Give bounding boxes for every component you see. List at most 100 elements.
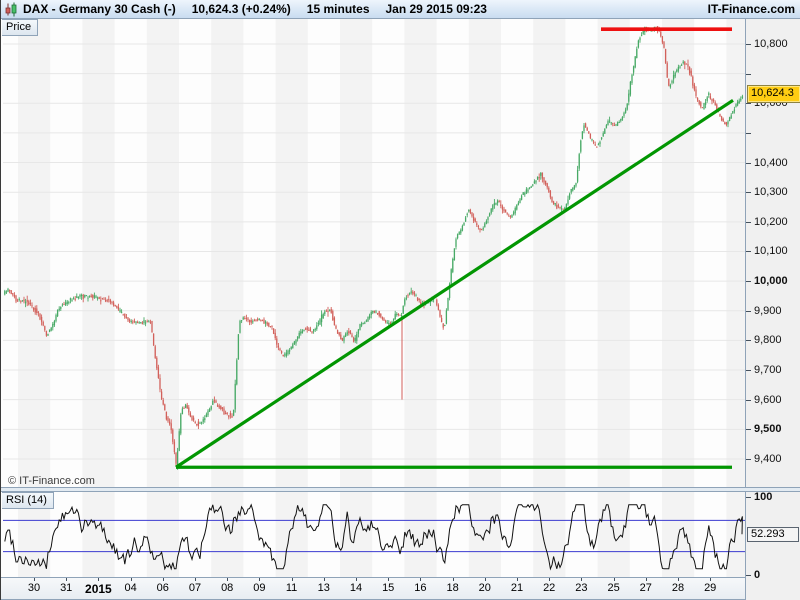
candle-body <box>504 209 507 213</box>
candle-body <box>7 288 9 292</box>
candle-body <box>191 415 193 421</box>
tab-rsi[interactable]: RSI (14) <box>2 492 54 509</box>
candle-body <box>37 311 40 313</box>
candle-body <box>95 296 97 298</box>
candle-body <box>103 298 105 300</box>
x-axis-label: 13 <box>317 582 330 594</box>
candle-body <box>532 184 534 186</box>
y-tick <box>746 497 751 498</box>
candle-body <box>727 121 729 125</box>
candle-body <box>85 295 88 297</box>
candle-body <box>551 196 553 203</box>
candle-body <box>501 206 504 210</box>
candle-body <box>136 322 139 324</box>
panel-separator[interactable] <box>1 487 800 492</box>
candle-body <box>256 319 259 321</box>
candle-body <box>112 302 115 306</box>
candle-body <box>605 125 608 129</box>
candle-body <box>88 295 91 297</box>
candle-body <box>10 290 12 294</box>
candle-body <box>31 305 33 307</box>
tab-price[interactable]: Price <box>2 19 39 36</box>
day-band <box>468 19 501 487</box>
candle-body <box>261 320 264 322</box>
candle-body <box>608 120 611 122</box>
candle-body <box>637 40 640 48</box>
candle-body <box>92 294 94 299</box>
x-axis-label: 14 <box>349 582 363 594</box>
candle-body <box>167 417 169 422</box>
y-axis: 10,624.3 52.293 10,800 10,400 10,300 10,200… <box>745 19 800 600</box>
x-axis-label: 07 <box>188 582 202 594</box>
candle-body <box>52 324 54 328</box>
candle-body <box>106 300 108 302</box>
candle-body <box>474 218 476 222</box>
candle-body <box>508 215 510 217</box>
candle-body <box>576 169 579 182</box>
candle-body <box>66 301 68 304</box>
candle-body <box>565 203 568 209</box>
candle-body <box>338 332 340 335</box>
day-band <box>597 19 630 487</box>
candle-body <box>45 331 48 336</box>
candle-body <box>674 72 676 77</box>
candle-body <box>530 186 532 188</box>
x-tick <box>613 578 615 581</box>
candle-body <box>205 414 208 418</box>
candle-body <box>348 331 350 333</box>
candle-body <box>463 222 465 226</box>
candle-body <box>575 183 577 186</box>
candle-body <box>63 304 65 306</box>
candle-body <box>264 321 267 324</box>
candle-body <box>669 84 672 88</box>
candle-body <box>607 121 609 126</box>
candle-body <box>498 201 500 203</box>
candle-body <box>583 125 585 131</box>
candle-body <box>676 69 678 73</box>
candle-body <box>144 322 147 324</box>
y-axis-label: 10,800 <box>754 38 788 50</box>
candle-body <box>130 321 132 323</box>
candle-body <box>528 187 531 189</box>
candle-body <box>484 223 486 228</box>
candle-body <box>149 321 152 323</box>
candle-body <box>688 66 691 74</box>
x-axis-label: 27 <box>639 582 652 594</box>
timeframe-label[interactable]: 15 minutes <box>306 2 370 16</box>
x-tick <box>162 578 164 581</box>
candle-body <box>354 337 356 342</box>
x-axis-label: 30 <box>27 582 41 594</box>
candle-body <box>40 316 43 322</box>
candle-body <box>642 29 644 34</box>
candle-body <box>703 103 705 110</box>
candle-body <box>157 367 160 378</box>
candle-body <box>64 302 67 305</box>
candle-body <box>364 322 366 324</box>
datetime-label: Jan 29 2015 09:23 <box>385 2 487 16</box>
x-tick <box>98 578 100 581</box>
candle-body <box>301 330 304 334</box>
candle-body <box>181 408 184 415</box>
candle-body <box>628 93 630 102</box>
y-tick <box>746 221 751 223</box>
candle-body <box>623 112 625 116</box>
candle-body <box>69 298 72 300</box>
candle-body <box>604 128 606 134</box>
candle-body <box>308 329 310 331</box>
candle-body <box>341 338 344 341</box>
x-tick <box>420 578 422 581</box>
candle-body <box>493 203 496 206</box>
candle-body <box>109 300 112 303</box>
price-chart[interactable] <box>3 19 745 487</box>
rsi-chart[interactable] <box>3 492 745 577</box>
candle-body <box>178 431 180 451</box>
candle-body <box>600 137 603 140</box>
candle-body <box>360 323 363 326</box>
candle-body <box>175 452 177 464</box>
candle-body <box>708 93 710 95</box>
candle-body <box>215 400 217 403</box>
y-axis-label: 10,400 <box>754 156 788 169</box>
candle-body <box>240 320 243 322</box>
candle-body <box>444 324 446 326</box>
candle-body <box>741 96 744 98</box>
